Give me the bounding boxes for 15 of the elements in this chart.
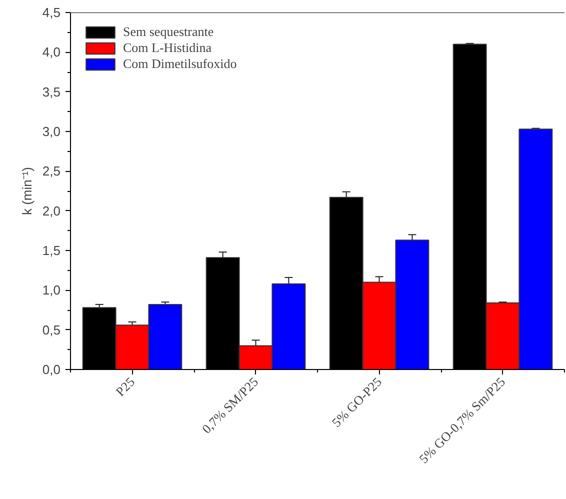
y-tick-label: 3,0 <box>42 124 61 139</box>
y-tick-label: 1,0 <box>42 282 61 298</box>
y-tick-label: 2,5 <box>42 164 61 179</box>
y-tick-label: 4,5 <box>42 5 61 20</box>
y-axis-title: k (min⁻¹) <box>19 166 34 216</box>
y-tick-label: 0,5 <box>42 322 61 338</box>
legend-label: Com Dimetilsufoxido <box>123 56 237 72</box>
y-tick-label: 4,0 <box>42 44 61 60</box>
legend-label: Sem sequestrante <box>123 24 214 40</box>
y-tick-label: 0,0 <box>42 362 61 377</box>
x-tick-label: P25 <box>112 374 138 400</box>
y-tick-label: 3,5 <box>42 84 61 100</box>
y-tick-label: 2,0 <box>42 203 61 218</box>
legend-label: Com L-Histidina <box>123 40 212 56</box>
y-tick-label: 1,5 <box>42 243 61 258</box>
